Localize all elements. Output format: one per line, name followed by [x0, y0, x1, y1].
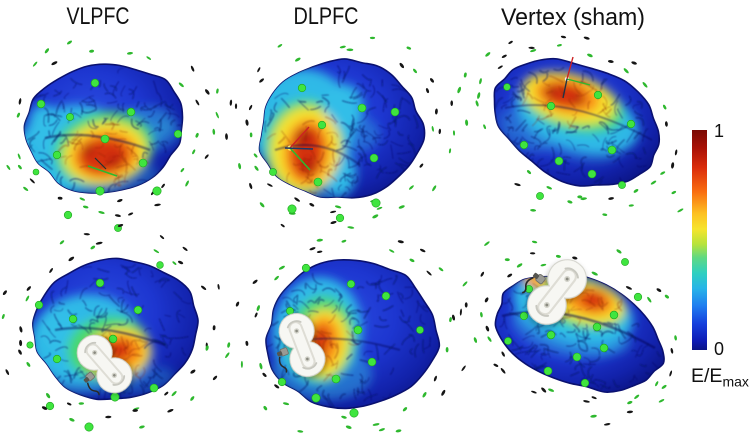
svg-text:DLPFC: DLPFC: [294, 3, 359, 30]
svg-text:0: 0: [714, 339, 724, 359]
svg-text:Vertex (sham): Vertex (sham): [501, 4, 645, 31]
svg-text:VLPFC: VLPFC: [67, 3, 130, 30]
svg-text:1: 1: [714, 121, 724, 141]
